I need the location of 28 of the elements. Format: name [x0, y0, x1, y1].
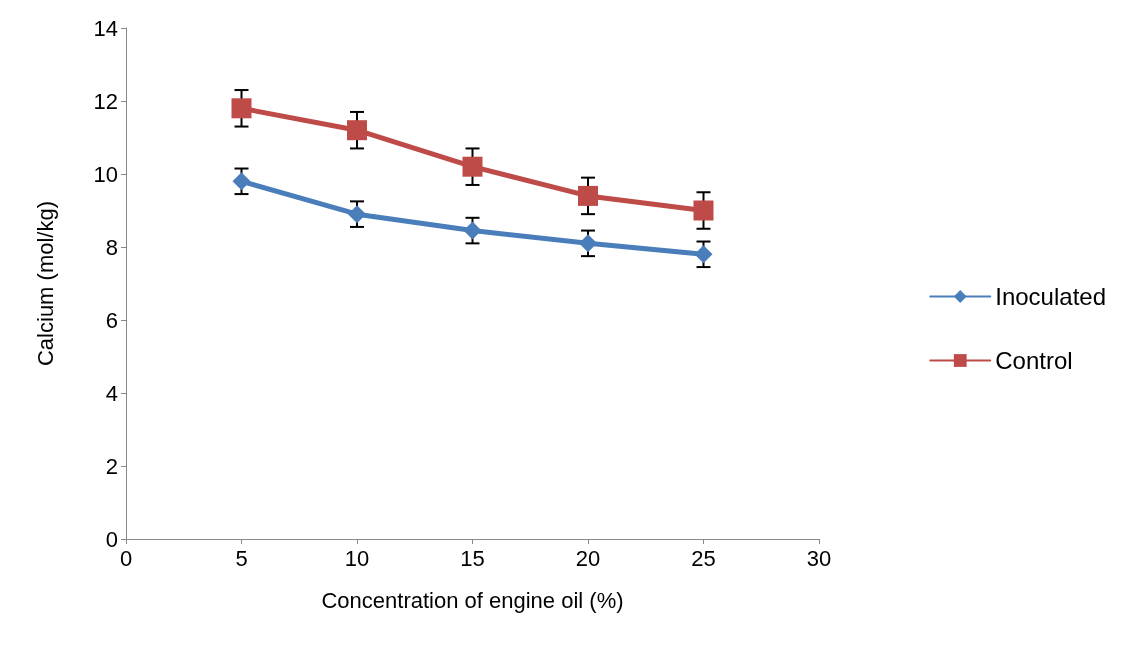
point — [694, 245, 713, 264]
y-tick-label: 6 — [105, 307, 118, 333]
y-tick-label: 2 — [105, 453, 118, 479]
x-tick-label: 25 — [691, 545, 716, 571]
point — [232, 172, 251, 191]
y-tick-label: 8 — [105, 234, 118, 260]
y-tick-label: 4 — [105, 380, 118, 406]
x-axis-title: Concentration of engine oil (%) — [321, 587, 624, 613]
point — [693, 200, 714, 221]
x-tick-label: 10 — [344, 545, 370, 571]
point — [578, 185, 598, 206]
x-tick-label: 20 — [575, 545, 601, 571]
point — [348, 205, 366, 224]
y-tick-label: 14 — [93, 15, 118, 41]
x-tick-label: 15 — [460, 545, 485, 571]
y-tick-label: 0 — [105, 526, 118, 552]
legend-label: Control — [995, 347, 1073, 374]
point — [231, 98, 252, 119]
legend-label: Inoculated — [995, 283, 1107, 310]
y-axis-title: Calcium (mol/kg) — [32, 200, 58, 367]
point — [462, 156, 483, 177]
point — [347, 120, 367, 141]
point — [463, 221, 482, 240]
point — [579, 234, 597, 253]
y-tick-label: 12 — [93, 88, 118, 114]
y-tick-label: 10 — [93, 161, 118, 187]
x-tick-label: 30 — [806, 545, 832, 571]
x-tick-label: 5 — [235, 545, 248, 571]
